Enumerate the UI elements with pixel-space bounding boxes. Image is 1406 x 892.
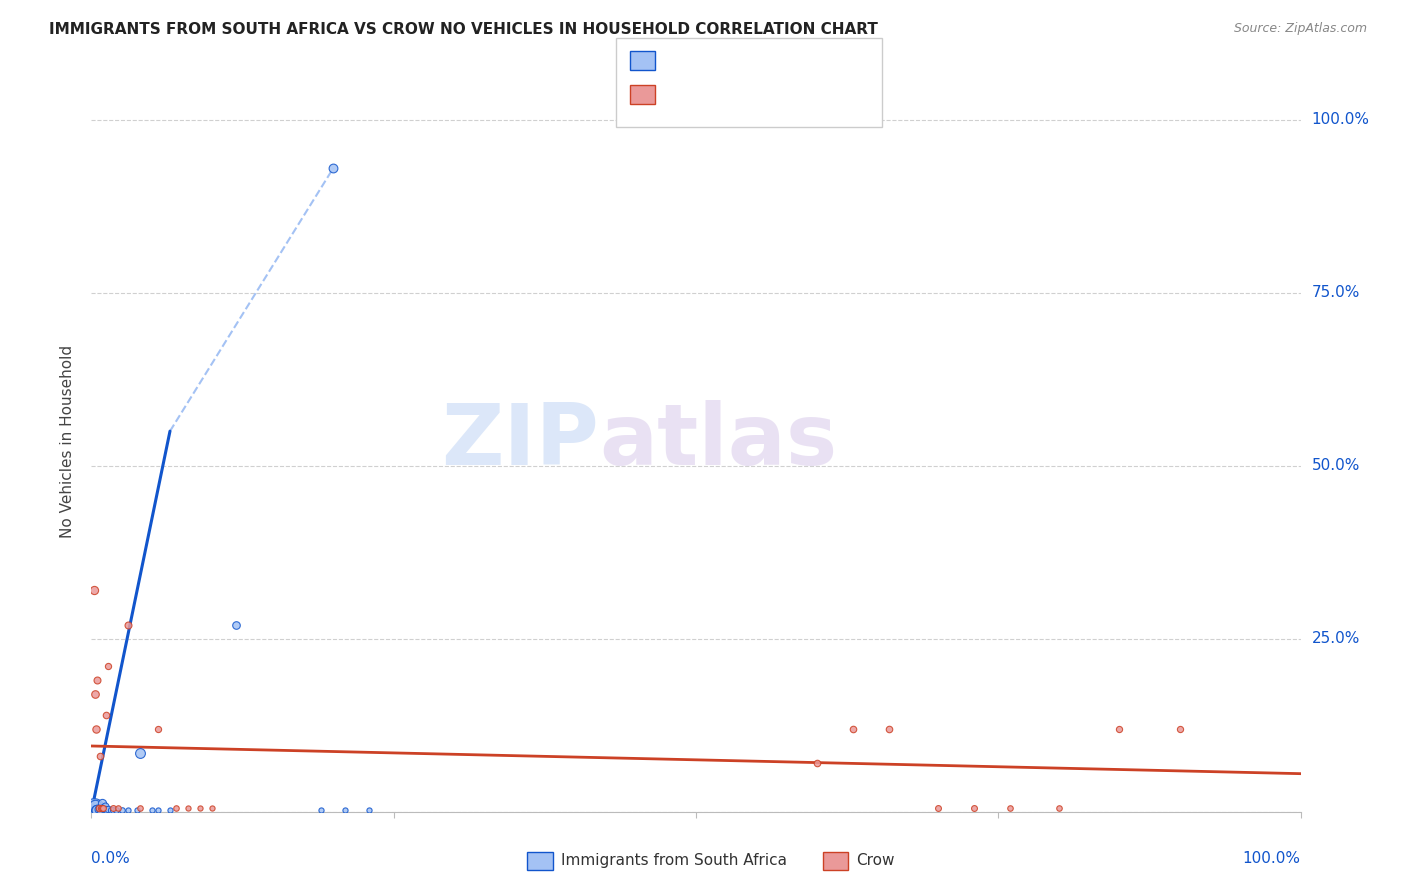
Point [177,801,200,815]
Text: 0.620: 0.620 [700,54,748,68]
Text: 29: 29 [790,87,811,102]
Point [89,800,111,814]
Point [927,801,949,815]
Point [84,799,107,814]
Text: R =: R = [664,87,697,102]
Point [201,801,224,815]
Text: 28: 28 [790,54,811,68]
Point [128,801,150,815]
Point [97,659,120,673]
Point [91,797,114,811]
Point [93,801,115,815]
Text: Source: ZipAtlas.com: Source: ZipAtlas.com [1233,22,1367,36]
Text: 100.0%: 100.0% [1312,112,1369,128]
Point [146,803,169,817]
Point [84,803,107,817]
Point [159,803,181,817]
Point [127,803,149,817]
Point [806,756,828,771]
Point [87,802,110,816]
Point [146,722,169,736]
Point [84,687,107,701]
Point [86,673,108,688]
Text: -0.184: -0.184 [700,87,755,102]
Text: 25.0%: 25.0% [1312,632,1360,646]
Point [100,803,122,817]
Text: N =: N = [756,87,790,102]
Point [89,749,111,764]
Text: 0.0%: 0.0% [91,851,131,865]
Point [111,803,132,817]
Point [104,803,127,817]
Point [117,803,139,817]
Point [141,803,163,817]
Point [94,707,117,722]
Text: N =: N = [756,54,790,68]
Point [101,803,124,817]
Point [93,801,115,815]
Point [91,801,114,815]
Point [1000,801,1022,815]
Point [94,803,117,817]
Text: Immigrants from South Africa: Immigrants from South Africa [561,854,787,868]
Point [107,801,129,815]
Point [83,801,105,815]
Text: 100.0%: 100.0% [1243,851,1301,865]
Point [117,618,139,632]
Point [963,801,986,815]
Point [84,722,107,736]
Point [86,803,108,817]
Point [90,803,112,817]
Text: R =: R = [664,54,697,68]
Point [188,801,211,815]
Point [335,803,357,817]
Point [842,722,865,736]
Point [879,722,901,736]
Y-axis label: No Vehicles in Household: No Vehicles in Household [60,345,76,538]
Point [96,803,118,817]
Point [93,799,115,814]
Point [225,618,247,632]
Point [1108,722,1130,736]
Point [101,801,124,815]
Point [90,801,112,815]
Point [1168,722,1191,736]
Text: Crow: Crow [856,854,894,868]
Point [359,803,381,817]
Point [87,801,110,815]
Point [128,746,150,760]
Point [97,802,120,816]
Text: atlas: atlas [599,400,838,483]
Text: IMMIGRANTS FROM SOUTH AFRICA VS CROW NO VEHICLES IN HOUSEHOLD CORRELATION CHART: IMMIGRANTS FROM SOUTH AFRICA VS CROW NO … [49,22,879,37]
Point [322,161,344,176]
Point [165,801,187,815]
Text: 75.0%: 75.0% [1312,285,1360,301]
Point [1047,801,1070,815]
Text: ZIP: ZIP [441,400,599,483]
Text: 50.0%: 50.0% [1312,458,1360,474]
Point [309,803,332,817]
Point [83,583,105,598]
